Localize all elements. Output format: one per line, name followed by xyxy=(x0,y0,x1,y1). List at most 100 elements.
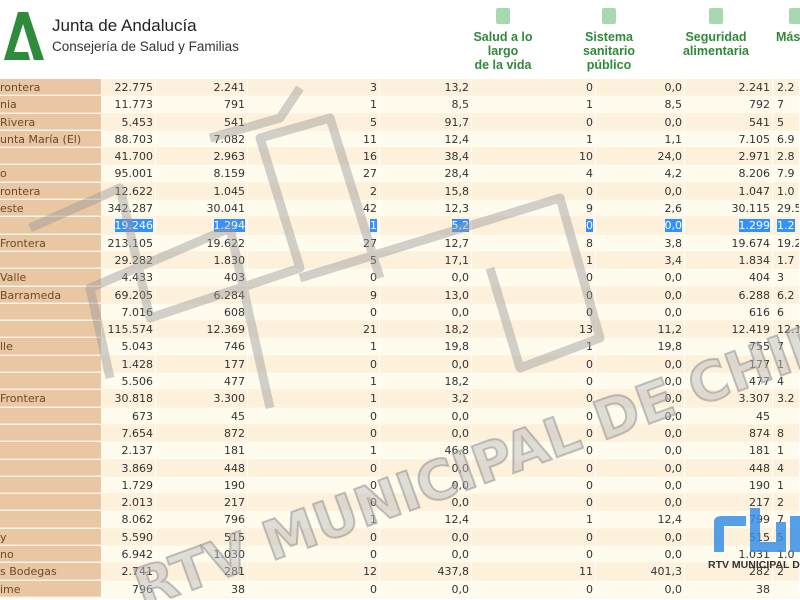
cell-text: 0 xyxy=(586,219,593,233)
table-row[interactable]: Frontera 30.818 3.300 1 3,2 0 0,0 3.307 3.2 xyxy=(0,390,800,408)
cell-text: 2.013 xyxy=(121,496,154,510)
cell-text: 6.284 xyxy=(213,288,246,302)
cell-text: 796 xyxy=(132,582,153,596)
value-cell: 477 xyxy=(156,373,248,390)
cell-text: 0 xyxy=(586,288,593,302)
table-row[interactable]: rontera 22.775 2.241 3 13,2 0 0,0 2.241 2.2 xyxy=(0,79,800,97)
table-row[interactable]: 673 45 0 0,0 0 0,0 45 xyxy=(0,407,800,425)
value-cell: 4 xyxy=(773,459,800,476)
table-row[interactable]: 19.246 1.294 1 5,2 0 0,0 1.299 1.2 xyxy=(0,217,800,235)
value-cell: 673 xyxy=(102,407,156,424)
table-row[interactable]: rontera 12.622 1.045 2 15,8 0 0,0 1.047 1.0 xyxy=(0,182,800,201)
table-row[interactable]: o 95.001 8.159 27 28,4 4 4,2 8.206 7.9 xyxy=(0,165,800,183)
cell-text: 12.622 xyxy=(114,184,154,198)
value-cell: 874 xyxy=(685,424,773,442)
table-row[interactable]: 1.428 177 0 0,0 0 0,0 177 1 xyxy=(0,355,800,374)
cell-text: 11 xyxy=(363,132,377,146)
cell-text: 1 xyxy=(586,132,593,146)
value-cell: 0 xyxy=(248,494,380,511)
value-cell: 190 xyxy=(156,476,248,494)
table-row[interactable]: Frontera 213.105 19.622 27 12,7 8 3,8 19.674 19.… xyxy=(0,234,800,252)
cell-text: 38 xyxy=(231,582,245,596)
value-cell: 13,0 xyxy=(380,286,472,303)
cell-text: 17,1 xyxy=(444,253,470,267)
table-row[interactable]: 115.574 12.369 21 18,2 13 11,2 12.419 12.1 xyxy=(0,321,800,339)
value-cell: 11,2 xyxy=(596,321,685,338)
cell-text: y xyxy=(0,530,7,544)
nav-item-2[interactable]: Seguridad alimentaria xyxy=(680,8,752,58)
table-row[interactable]: Rivera 5.453 541 5 91,7 0 0,0 541 5 xyxy=(0,113,800,131)
value-cell: 2.8 xyxy=(773,148,800,165)
cell-text: 3.300 xyxy=(213,392,246,406)
nav-item-0[interactable]: Salud a lo largo de la vida xyxy=(458,8,548,72)
table-row[interactable]: 29.282 1.830 5 17,1 1 3,4 1.834 1.7 xyxy=(0,251,800,270)
value-cell: 7.082 xyxy=(156,130,248,148)
nav-item-3[interactable]: Más xyxy=(776,8,800,44)
cell-text: 3 xyxy=(777,271,784,285)
value-cell: 1 xyxy=(248,511,380,528)
value-cell: 3.300 xyxy=(156,390,248,407)
table-row[interactable]: unta María (El) 88.703 7.082 11 12,4 1 1,1 7.10… xyxy=(0,130,800,149)
table-row[interactable]: nia 11.773 791 1 8,5 1 8,5 792 7 xyxy=(0,96,800,114)
value-cell: 0 xyxy=(248,580,380,597)
table-row[interactable]: 2.013 217 0 0,0 0 0,0 217 2 xyxy=(0,494,800,512)
value-cell: 217 xyxy=(156,494,248,511)
value-cell: 42 xyxy=(248,200,380,217)
value-cell: 437,8 xyxy=(380,563,472,580)
table-row[interactable]: 2.137 181 1 46,8 0 0,0 181 1 xyxy=(0,442,800,460)
value-cell: 0,0 xyxy=(596,546,685,563)
table-row[interactable]: lle 5.043 746 1 19,8 1 19,8 755 7 xyxy=(0,338,800,356)
value-cell: 8.159 xyxy=(156,165,248,182)
nav-item-label: Seguridad xyxy=(685,30,747,44)
cell-text: 3,4 xyxy=(664,253,683,267)
table-row[interactable]: 7.016 608 0 0,0 0 0,0 616 6 xyxy=(0,303,800,322)
value-cell: 0,0 xyxy=(596,459,685,476)
table-row[interactable]: ime 796 38 0 0,0 0 0,0 38 xyxy=(0,580,800,598)
cell-text: 1 xyxy=(586,513,593,527)
cell-text: 30.041 xyxy=(206,202,246,216)
municipality-cell: rontera xyxy=(0,182,102,200)
table-row[interactable]: s Bodegas 2.741 281 12 437,8 11 401,3 282 2 xyxy=(0,563,800,581)
value-cell: 0 xyxy=(472,269,596,286)
cell-text: 13 xyxy=(579,323,593,337)
cell-text: 45 xyxy=(231,409,245,423)
table-row[interactable]: 3.869 448 0 0,0 0 0,0 448 4 xyxy=(0,459,800,477)
cell-text: nia xyxy=(0,98,17,112)
table-row[interactable]: no 6.942 1.030 0 0,0 0 0,0 1.031 1.0 xyxy=(0,546,800,564)
cell-text: 0,0 xyxy=(451,271,470,285)
cell-text: 0 xyxy=(370,409,377,423)
municipality-cell xyxy=(0,355,102,373)
table-row[interactable]: 41.700 2.963 16 38,4 10 24,0 2.971 2.8 xyxy=(0,148,800,166)
cell-text: 1.299 xyxy=(738,219,770,233)
cell-text: 0,0 xyxy=(664,357,683,371)
cell-text: 7.9 xyxy=(777,167,795,181)
cell-text: 1 xyxy=(370,392,377,406)
table-row[interactable]: 1.729 190 0 0,0 0 0,0 190 1 xyxy=(0,476,800,495)
table-row[interactable]: Barrameda 69.205 6.284 9 13,0 0 0,0 6.288 6.2 xyxy=(0,286,800,304)
value-cell: 19,8 xyxy=(380,338,472,355)
table-row[interactable]: 7.654 872 0 0,0 0 0,0 874 8 xyxy=(0,424,800,443)
junta-andalucia-logo[interactable] xyxy=(4,10,44,62)
value-cell: 755 xyxy=(685,338,773,355)
value-cell: 181 xyxy=(685,442,773,459)
table-row[interactable]: este 342.287 30.041 42 12,3 9 2,6 30.115 29.5 xyxy=(0,200,800,218)
cell-text: 8.159 xyxy=(213,167,246,181)
value-cell: 0 xyxy=(248,269,380,286)
nav-item-1[interactable]: Sistema sanitario público xyxy=(578,8,640,72)
cell-text: 1 xyxy=(370,444,377,458)
cell-text: 0 xyxy=(370,426,377,440)
cell-text: 6.2 xyxy=(777,288,795,302)
cell-text: 0 xyxy=(370,271,377,285)
value-cell: 796 xyxy=(156,511,248,528)
cell-text: 2.8 xyxy=(777,150,795,164)
cell-text: 2.741 xyxy=(121,565,154,579)
cell-text: 11,2 xyxy=(657,323,683,337)
value-cell: 2.963 xyxy=(156,148,248,165)
glasses-drink-icon xyxy=(709,8,723,24)
table-row[interactable]: 5.506 477 1 18,2 0 0,0 477 4 xyxy=(0,373,800,391)
value-cell: 3,2 xyxy=(380,390,472,407)
table-row[interactable]: Valle 4.433 403 0 0,0 0 0,0 404 3 xyxy=(0,269,800,287)
value-cell: 541 xyxy=(156,113,248,130)
